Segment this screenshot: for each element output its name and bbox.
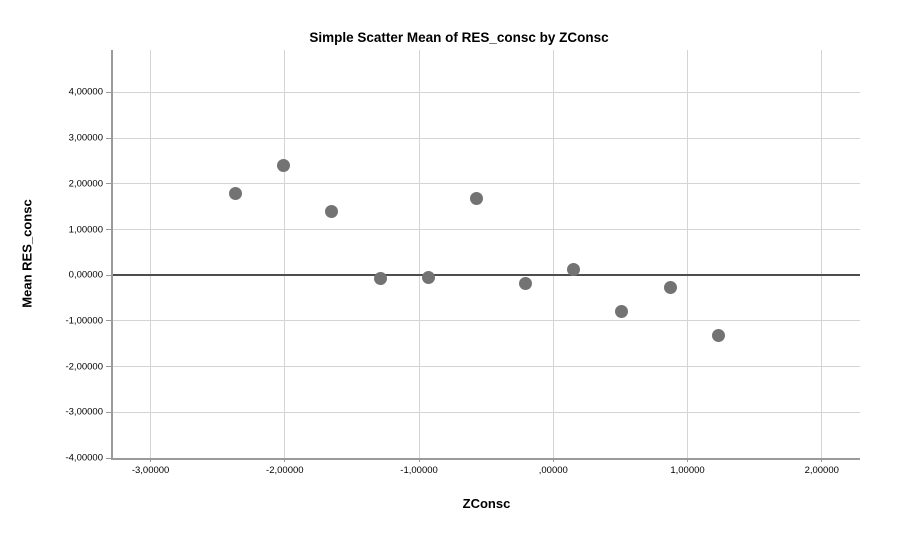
chart-title: Simple Scatter Mean of RES_consc by ZCon… <box>309 30 609 45</box>
zero-reference-line <box>113 274 860 277</box>
plot-area: -3,00000 -2,00000 -1,00000 ,00000 1,00000 2,0… <box>65 50 860 476</box>
y-tickmark <box>106 411 111 413</box>
x-tickmark <box>552 458 554 462</box>
y-tick-label: 3,00000 <box>68 132 103 144</box>
x-tick-label: ,00000 <box>538 465 568 476</box>
data-point <box>325 204 339 218</box>
y-gridline <box>113 229 860 231</box>
x-tickmark <box>821 458 823 462</box>
y-tickmark <box>106 137 111 139</box>
y-gridline <box>113 91 860 93</box>
y-tickmark <box>106 366 111 368</box>
y-gridline <box>113 411 860 413</box>
data-point <box>470 191 484 205</box>
x-gridline <box>418 50 420 458</box>
data-point <box>663 280 677 294</box>
y-gridline <box>113 183 860 185</box>
data-point <box>228 186 242 200</box>
y-tickmark <box>106 457 111 459</box>
data-point <box>566 262 580 276</box>
x-tick-label: 1,00000 <box>670 465 705 476</box>
y-tickmark <box>106 320 111 322</box>
y-tickmark <box>106 229 111 231</box>
y-gridline <box>113 320 860 322</box>
x-axis-title: ZConsc <box>462 496 511 511</box>
x-tick-label: 2,00000 <box>804 465 839 476</box>
x-tick-label: -3,00000 <box>131 465 170 476</box>
x-tick-label: -2,00000 <box>266 465 304 476</box>
x-gridline <box>821 50 823 458</box>
x-gridline <box>552 50 554 458</box>
y-gridline <box>113 137 860 139</box>
y-tickmark <box>106 91 111 93</box>
x-tickmark <box>687 458 688 462</box>
y-tickmark <box>106 274 111 276</box>
data-point <box>711 329 725 343</box>
x-tick-label: -1,00000 <box>400 465 438 476</box>
x-gridline <box>687 50 688 458</box>
y-tick-label: 2,00000 <box>68 178 103 190</box>
data-point <box>421 271 435 285</box>
data-point <box>615 304 629 318</box>
y-axis-title: Mean RES_consc <box>19 199 35 308</box>
y-tick-label: 1,00000 <box>68 224 103 236</box>
x-gridline <box>284 50 286 458</box>
x-tickmark <box>150 458 152 462</box>
x-tickmark <box>284 458 286 462</box>
data-point <box>373 271 387 285</box>
data-point <box>518 276 532 290</box>
x-tickmark <box>418 458 420 462</box>
y-tick-label: -3,00000 <box>65 406 103 418</box>
y-gridline <box>113 366 860 368</box>
y-tick-label: -1,00000 <box>65 315 103 327</box>
data-point <box>276 159 290 173</box>
y-tick-label: 4,00000 <box>68 86 103 98</box>
y-tickmark <box>106 183 111 185</box>
y-tick-label: -2,00000 <box>65 361 103 373</box>
y-tick-label: 0,00000 <box>68 269 103 281</box>
x-gridline <box>150 50 152 458</box>
y-tick-label: -4,00000 <box>65 452 103 464</box>
